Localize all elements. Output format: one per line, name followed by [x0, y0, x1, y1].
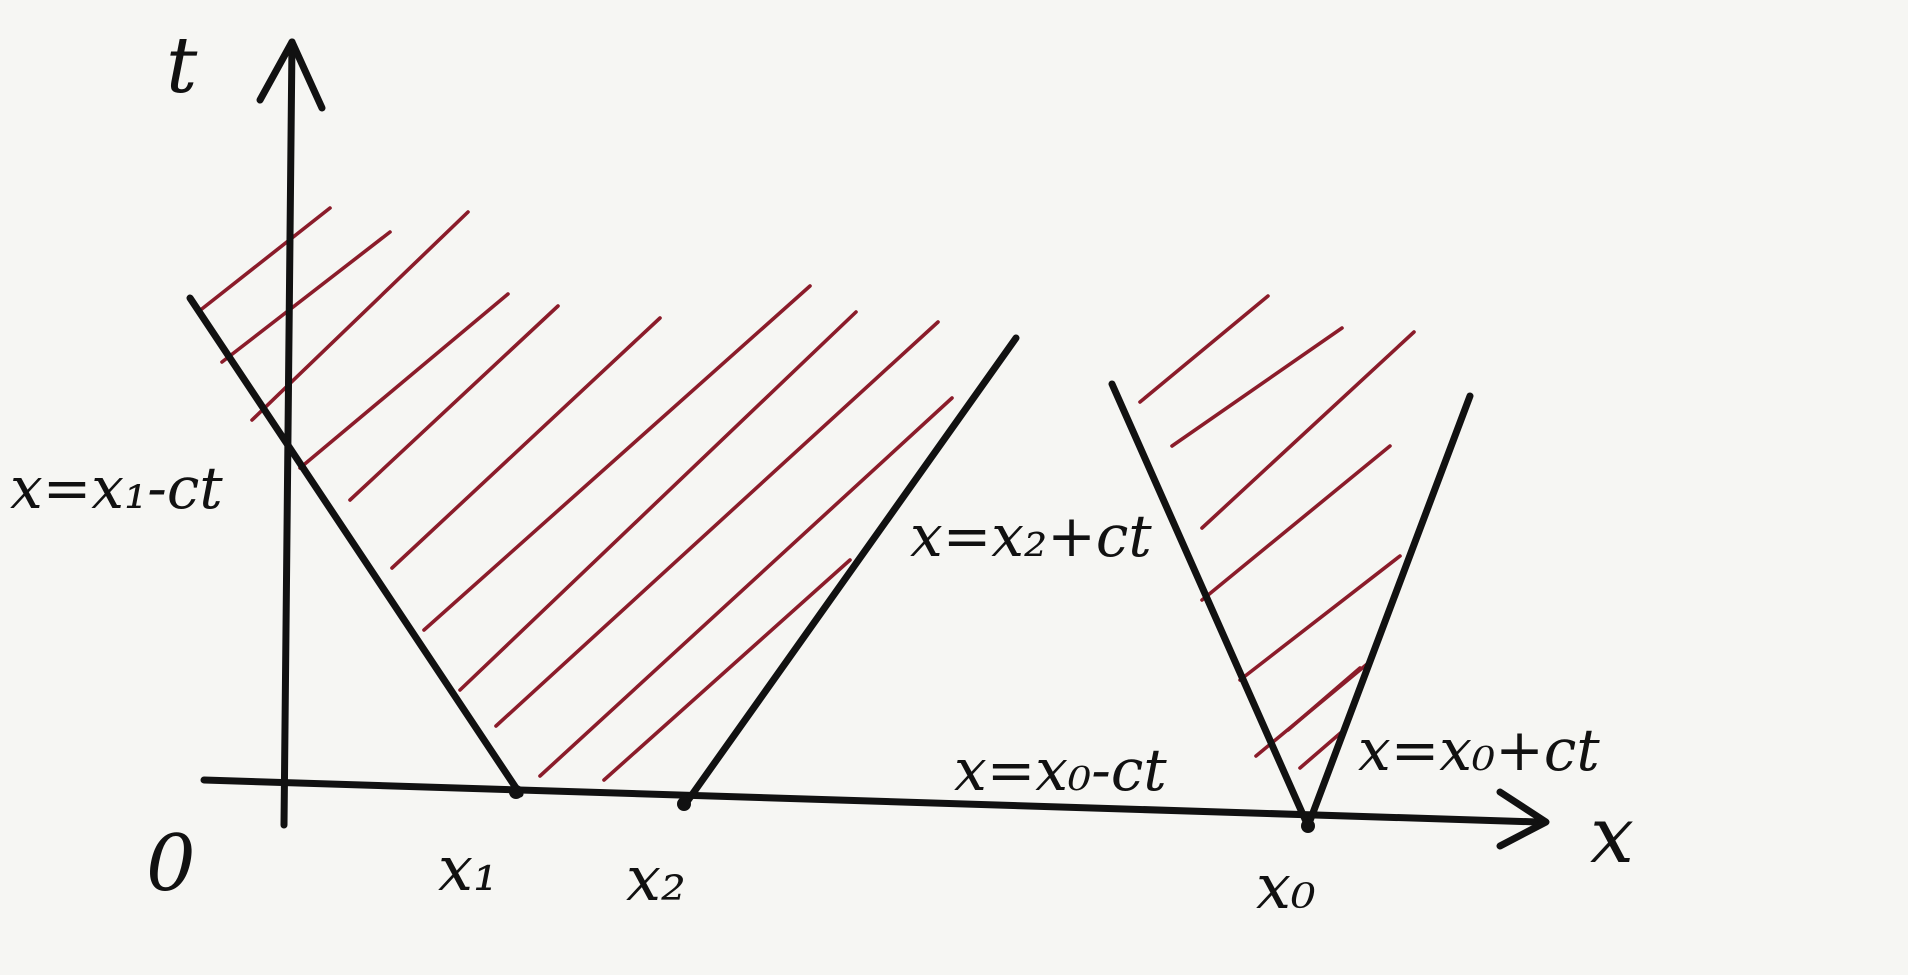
x-axis — [200, 776, 1542, 826]
hatched-region-left — [196, 206, 954, 782]
point-x1 — [509, 785, 523, 799]
point-x2 — [677, 797, 691, 811]
hatched-region-cone — [1138, 294, 1416, 770]
tick-label-x2: x₂ — [626, 842, 686, 915]
line-x0-minus-ct — [1108, 380, 1312, 830]
characteristic-lines — [186, 294, 1474, 830]
line-x1-minus-ct — [186, 294, 524, 798]
label-x0-plus-ct: x=x₀+ct — [1358, 716, 1600, 784]
x-axis-label: x — [1590, 791, 1634, 881]
label-x1-minus-ct: x=x₁-ct — [10, 454, 223, 522]
t-axis-label: t — [166, 21, 198, 111]
t-axis — [280, 38, 296, 829]
label-x0-minus-ct: x=x₀-ct — [954, 736, 1167, 804]
label-x2-plus-ct: x=x₂+ct — [910, 502, 1152, 570]
axis-points — [509, 785, 1315, 833]
x-axis-arrowhead — [1496, 788, 1550, 850]
point-x0 — [1301, 819, 1315, 833]
line-x2-plus-ct — [680, 334, 1020, 810]
tick-label-x0: x₀ — [1256, 850, 1316, 923]
t-axis-arrowhead — [256, 38, 326, 112]
origin-label: 0 — [146, 819, 196, 909]
tick-label-x1: x₁ — [438, 832, 498, 905]
line-x0-plus-ct — [1304, 392, 1474, 830]
